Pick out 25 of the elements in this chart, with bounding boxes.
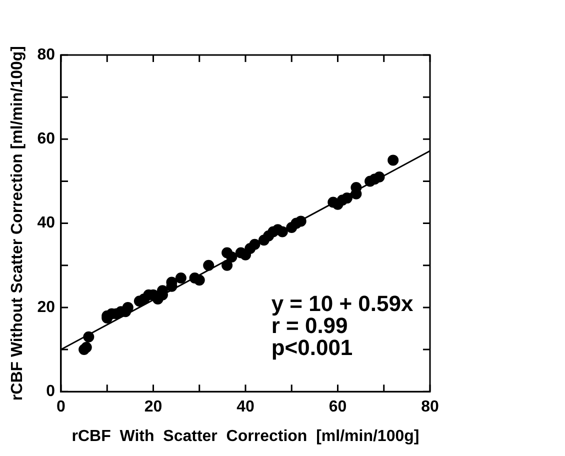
x-tick-label: 40 [236, 398, 254, 416]
point [80, 342, 92, 353]
x-tick-label: 20 [144, 398, 162, 416]
point [295, 216, 306, 227]
point [249, 238, 260, 250]
annotation: p<0.001 [271, 334, 353, 360]
point [374, 172, 385, 183]
point [203, 260, 214, 271]
y-tick-label: 80 [37, 46, 56, 64]
y-tick-label: 20 [37, 298, 56, 316]
y-tick-label: 0 [46, 383, 56, 400]
point [175, 272, 186, 284]
y-tick-label: 60 [37, 130, 56, 148]
point [222, 260, 233, 271]
point [83, 331, 94, 342]
point [388, 154, 399, 166]
point [341, 192, 352, 204]
x-tick-label: 60 [328, 398, 347, 416]
x-axis-title: rCBF With Scatter Correction [ml/min/100g] [72, 428, 420, 445]
point [276, 226, 288, 238]
point [226, 251, 238, 262]
y-tick-label: 40 [37, 214, 56, 232]
point [194, 274, 205, 286]
y-axis-title: rCBF Without Scatter Correction [ml/min/100g] [9, 46, 26, 401]
x-tick-label: 80 [421, 398, 439, 416]
